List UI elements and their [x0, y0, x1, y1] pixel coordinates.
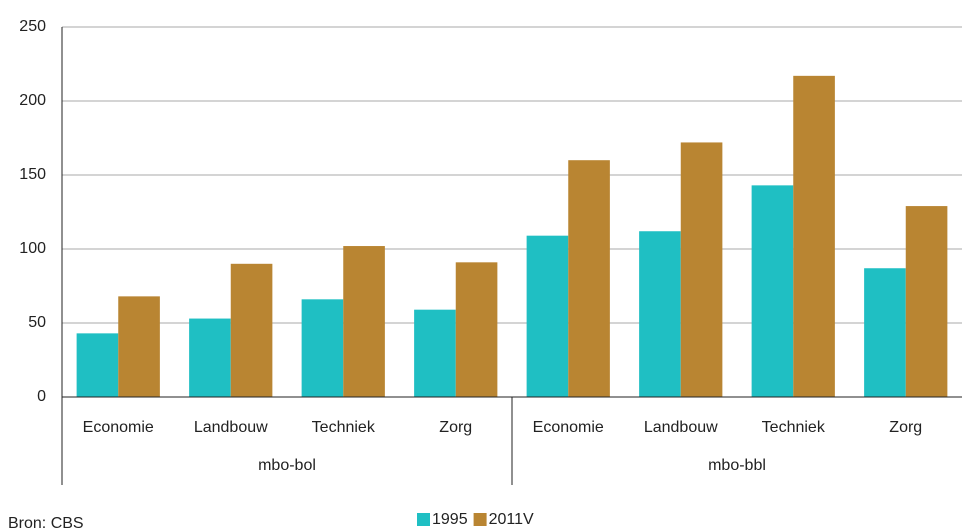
bar — [343, 246, 385, 397]
bar — [639, 231, 681, 397]
x-tick-label: Landbouw — [644, 419, 718, 436]
bar — [301, 299, 344, 397]
bar — [230, 263, 273, 397]
bar — [751, 185, 794, 397]
group-label: mbo-bbl — [708, 457, 766, 474]
legend-swatch — [473, 513, 487, 526]
y-tick-label: 50 — [28, 314, 46, 331]
y-tick-label: 100 — [19, 240, 46, 257]
bar — [793, 75, 835, 397]
legend-swatch — [417, 513, 430, 526]
bar — [118, 296, 160, 397]
x-tick-label: Zorg — [439, 419, 472, 436]
x-tick-label: Techniek — [312, 419, 376, 436]
legend-label: 1995 — [432, 511, 468, 528]
legend-label: 2011V — [489, 511, 534, 528]
bar — [189, 318, 231, 397]
bar — [905, 206, 948, 397]
x-tick-label: Economie — [83, 419, 154, 436]
group-label: mbo-bol — [258, 457, 316, 474]
y-tick-label: 150 — [19, 166, 46, 183]
y-tick-label: 200 — [19, 92, 46, 109]
bar — [568, 160, 610, 397]
bar — [414, 309, 456, 397]
x-tick-label: Zorg — [889, 419, 922, 436]
source-note: Bron: CBS — [8, 515, 84, 531]
bar — [76, 333, 119, 397]
x-tick-label: Techniek — [762, 419, 826, 436]
bar — [455, 262, 498, 397]
y-tick-label: 250 — [19, 18, 46, 35]
y-tick-label: 0 — [37, 388, 46, 405]
x-tick-label: Economie — [533, 419, 604, 436]
bar — [526, 235, 569, 397]
x-tick-label: Landbouw — [194, 419, 268, 436]
bar — [680, 142, 723, 397]
bar — [864, 268, 906, 397]
